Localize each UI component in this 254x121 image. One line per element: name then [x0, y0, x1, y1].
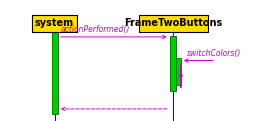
Bar: [170, 36, 176, 91]
Bar: [32, 15, 77, 32]
Text: switchColors(): switchColors(): [187, 49, 242, 58]
Bar: [176, 58, 181, 85]
Bar: [139, 15, 208, 32]
Text: actionPerformed(): actionPerformed(): [61, 26, 130, 34]
Text: FrameTwoButtons: FrameTwoButtons: [124, 18, 223, 28]
Text: system: system: [35, 18, 74, 28]
Bar: [52, 31, 58, 114]
